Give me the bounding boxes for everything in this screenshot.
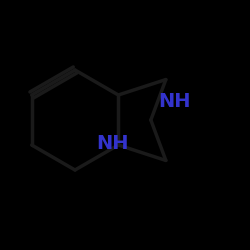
Text: NH: NH [96, 134, 129, 153]
Text: NH: NH [159, 92, 191, 111]
